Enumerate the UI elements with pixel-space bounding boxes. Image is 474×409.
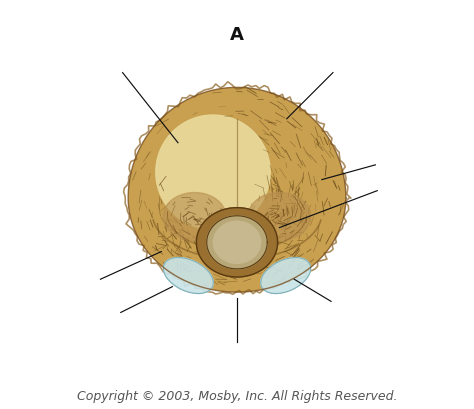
Polygon shape [156, 116, 270, 230]
Polygon shape [248, 193, 311, 241]
Polygon shape [196, 208, 278, 277]
Polygon shape [213, 222, 261, 264]
Ellipse shape [164, 258, 213, 294]
Ellipse shape [261, 258, 310, 294]
Text: A: A [230, 26, 244, 43]
Polygon shape [207, 216, 267, 269]
Polygon shape [163, 193, 226, 241]
Text: Copyright © 2003, Mosby, Inc. All Rights Reserved.: Copyright © 2003, Mosby, Inc. All Rights… [77, 389, 397, 402]
Polygon shape [128, 88, 346, 292]
